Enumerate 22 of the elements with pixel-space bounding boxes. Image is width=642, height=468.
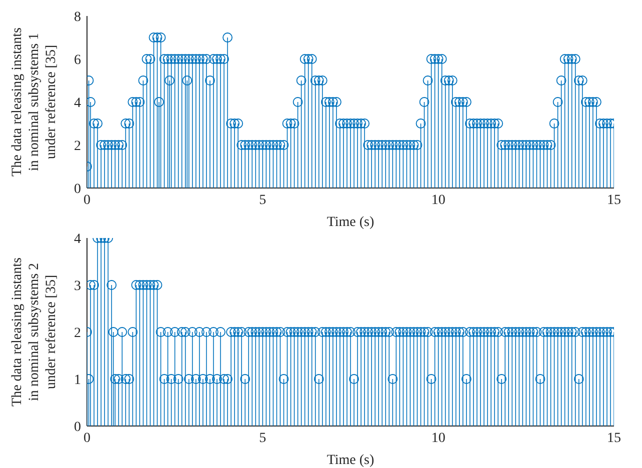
x-tick-label: 0 — [84, 192, 90, 208]
y-tick-label: 0 — [74, 182, 81, 197]
x-tick-label: 5 — [259, 192, 266, 208]
y-tick-label: 4 — [74, 232, 81, 247]
y-tick-label: 2 — [74, 138, 81, 154]
y-tick-label: 0 — [74, 420, 81, 435]
x-axis-title: Time (s) — [326, 215, 374, 230]
x-tick-label: 15 — [607, 430, 621, 446]
x-tick-label: 0 — [84, 430, 90, 446]
y-tick-label: 8 — [74, 10, 81, 25]
y-tick-label: 4 — [74, 96, 81, 111]
y-axis-title: The data releasing instants in nominal subsystems 2 under reference [35] — [10, 258, 59, 406]
x-tick-label: 10 — [431, 430, 446, 446]
x-tick-label: 10 — [431, 192, 446, 208]
x-tick-label: 15 — [607, 192, 621, 208]
x-axis-title: Time (s) — [326, 453, 374, 468]
y-tick-label: 1 — [74, 372, 81, 388]
y-axis-title: The data releasing instants in nominal subsystems 1 under reference [35] — [10, 28, 59, 176]
y-tick-label: 6 — [74, 52, 81, 68]
x-tick-label: 5 — [259, 430, 266, 446]
y-tick-label: 2 — [74, 326, 81, 341]
y-tick-label: 3 — [74, 278, 81, 294]
